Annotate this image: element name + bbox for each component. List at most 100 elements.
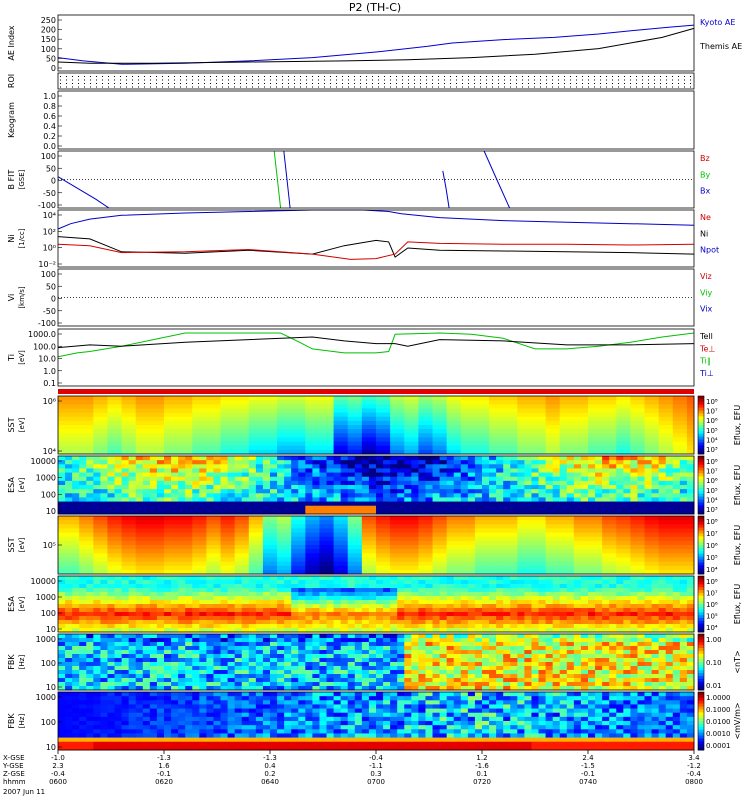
heatmap-cell [284, 493, 292, 498]
heatmap-cell [687, 473, 695, 478]
heatmap-cell [178, 557, 186, 562]
heatmap-cell [213, 562, 221, 567]
heatmap-cell [616, 404, 624, 409]
heatmap-cell [369, 425, 377, 430]
heatmap-cell [150, 566, 158, 571]
heatmap-cell [553, 468, 561, 473]
roi-dot [300, 80, 301, 81]
heatmap-cell [72, 464, 80, 469]
roi-dot [222, 87, 223, 88]
heatmap-cell [546, 493, 554, 498]
heatmap-cell [341, 489, 349, 494]
heatmap-cell [595, 489, 603, 494]
heatmap-cell [666, 437, 674, 442]
heatmap-cell [107, 396, 115, 401]
roi-dot [516, 83, 517, 84]
heatmap-cell [489, 400, 497, 405]
heatmap-cell [588, 417, 596, 422]
heatmap-cell [468, 464, 476, 469]
heatmap-cell [461, 477, 469, 482]
heatmap-cell [404, 468, 412, 473]
heatmap-cell [143, 421, 151, 426]
roi-dot [504, 80, 505, 81]
heatmap-cell [291, 516, 299, 521]
heatmap-cell [447, 481, 455, 486]
heatmap-cell [143, 456, 151, 461]
heatmap-cell [185, 468, 193, 473]
y-axis-label: ROI [7, 74, 16, 88]
heatmap-cell [680, 520, 688, 525]
heatmap-cell [539, 533, 547, 538]
roi-dot [462, 87, 463, 88]
heatmap-cell [107, 584, 115, 589]
heatmap-cell [284, 429, 292, 434]
heatmap-cell [327, 489, 335, 494]
heatmap-cell [489, 408, 497, 413]
heatmap-cell [327, 481, 335, 486]
roi-dot [468, 87, 469, 88]
heatmap-cell [305, 485, 313, 490]
heatmap-cell [192, 528, 200, 533]
heatmap-cell [129, 580, 137, 585]
heatmap-cell [341, 497, 349, 502]
heatmap-cell [221, 566, 229, 571]
heatmap-cell [468, 473, 476, 478]
heatmap-cell [553, 553, 561, 558]
heatmap-cell [454, 481, 462, 486]
heatmap-cell [687, 468, 695, 473]
heatmap-cell [341, 528, 349, 533]
heatmap-cell [383, 425, 391, 430]
heatmap-cell [680, 429, 688, 434]
legend-entry: Bz [700, 154, 710, 163]
heatmap-cell [242, 506, 250, 511]
heatmap-cell [143, 413, 151, 418]
roi-dot [552, 87, 553, 88]
heatmap-cell [602, 404, 610, 409]
heatmap-cell [263, 600, 271, 605]
heatmap-cell [249, 460, 257, 465]
heatmap-cell [489, 456, 497, 461]
heatmap-cell [93, 612, 101, 617]
heatmap-cell [425, 421, 433, 426]
heatmap-cell [298, 497, 306, 502]
heatmap-cell [284, 520, 292, 525]
y-tick-label: -50 [43, 189, 56, 198]
heatmap-cell [171, 537, 179, 542]
roi-dot [576, 83, 577, 84]
heatmap-cell [503, 473, 511, 478]
heatmap-cell [171, 620, 179, 625]
heatmap-cell [129, 493, 137, 498]
heatmap-cell [433, 516, 441, 521]
heatmap-cell [58, 489, 66, 494]
heatmap-cell [312, 396, 320, 401]
heatmap-cell [143, 400, 151, 405]
heatmap-cell [637, 502, 645, 507]
heatmap-cell [93, 473, 101, 478]
heatmap-cell [213, 600, 221, 605]
roi-dot [420, 87, 421, 88]
heatmap-cell [115, 473, 123, 478]
roi-dot [198, 80, 199, 81]
heatmap-cell [637, 464, 645, 469]
heatmap-cell [609, 468, 617, 473]
heatmap-cell [206, 624, 214, 629]
heatmap-cell [397, 541, 405, 546]
heatmap-cell [475, 442, 483, 447]
heatmap-cell [588, 562, 596, 567]
heatmap-cell [687, 408, 695, 413]
heatmap-cell [447, 417, 455, 422]
heatmap-cell [242, 489, 250, 494]
heatmap-cell [79, 520, 87, 525]
heatmap-cell [425, 537, 433, 542]
heatmap-cell [100, 468, 108, 473]
heatmap-cell [334, 437, 342, 442]
heatmap-cell [673, 421, 681, 426]
heatmap-cell [680, 460, 688, 465]
heatmap-cell [334, 456, 342, 461]
heatmap-cell [107, 600, 115, 605]
heatmap-cell [517, 533, 525, 538]
heatmap-cell [107, 404, 115, 409]
heatmap-cell [192, 588, 200, 593]
heatmap-cell [461, 442, 469, 447]
colorbar-cell [698, 471, 704, 474]
